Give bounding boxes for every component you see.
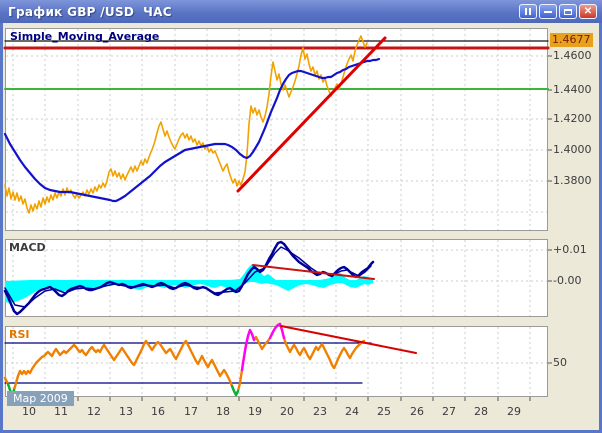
close-button[interactable]: ✕ [579, 4, 597, 19]
current-price-tag: 1.4677 [550, 33, 593, 47]
window-title: График GBP /USD ЧАС [8, 4, 172, 19]
pause-button[interactable] [519, 4, 537, 19]
x-axis-day-label: 23 [313, 405, 327, 418]
x-axis-day-label: 13 [119, 405, 133, 418]
x-axis-day-label: 16 [151, 405, 165, 418]
y-axis-label: 1.4000 [553, 143, 592, 156]
x-axis-day-label: 11 [54, 405, 68, 418]
x-axis-day-label: 10 [22, 405, 36, 418]
month-badge: Мар 2009 [7, 391, 74, 406]
macd-indicator-label: MACD [9, 241, 46, 254]
pause-icon [525, 8, 531, 15]
x-axis-day-label: 27 [442, 405, 456, 418]
x-axis-day-label: 29 [507, 405, 521, 418]
x-axis-day-label: 25 [377, 405, 391, 418]
y-axis-label: -0.00 [553, 274, 582, 287]
y-axis-label: 1.3800 [553, 174, 592, 187]
minimize-button[interactable] [539, 4, 557, 19]
x-axis-day-label: 24 [345, 405, 359, 418]
x-axis-day-label: 26 [410, 405, 424, 418]
macd-panel[interactable] [5, 239, 548, 317]
window-controls: ✕ [519, 4, 597, 19]
price-panel[interactable] [5, 28, 548, 231]
y-axis-label: 1.4200 [553, 112, 592, 125]
x-axis-day-label: 12 [87, 405, 101, 418]
x-axis-day-label: 17 [184, 405, 198, 418]
minimize-icon [544, 10, 552, 13]
y-axis-label: 50 [553, 356, 567, 369]
x-axis-day-label: 18 [216, 405, 230, 418]
y-axis-label: 1.4400 [553, 83, 592, 96]
close-icon: ✕ [583, 5, 593, 17]
x-axis-day-label: 20 [280, 405, 294, 418]
x-axis-day-label: 19 [248, 405, 262, 418]
rsi-indicator-label: RSI [9, 328, 30, 341]
y-axis-label: +0.01 [553, 243, 587, 256]
window-titlebar[interactable]: График GBP /USD ЧАС ✕ [0, 0, 602, 23]
rsi-panel[interactable] [5, 326, 548, 397]
maximize-button[interactable] [559, 4, 577, 19]
y-axis-label: 1.4600 [553, 49, 592, 62]
maximize-icon [564, 8, 572, 15]
sma-indicator-label: Simple_Moving_Average [10, 30, 160, 43]
x-axis-day-label: 28 [474, 405, 488, 418]
